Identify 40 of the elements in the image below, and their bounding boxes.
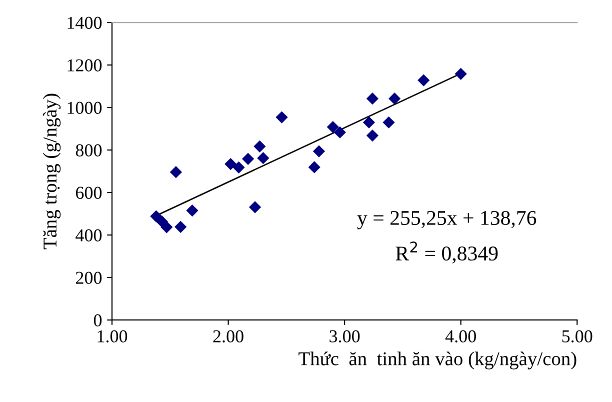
point xyxy=(150,210,162,222)
annotation: R$^{2}$ = 0,8349 xyxy=(396,242,498,264)
x-tick-label: 3.00 xyxy=(330,330,360,342)
point xyxy=(382,116,395,128)
point xyxy=(248,201,262,214)
point xyxy=(326,121,339,134)
point xyxy=(334,126,346,138)
y-axis-title: Tăng trọng (g/ngày) xyxy=(42,94,61,250)
point xyxy=(388,92,401,105)
point xyxy=(454,68,467,80)
point xyxy=(418,74,430,86)
y-tick-label: 0 xyxy=(94,314,102,326)
point xyxy=(242,152,254,165)
point xyxy=(174,220,187,233)
x-tick-label: 1.00 xyxy=(98,330,128,342)
annotation: y = 255,25x + 138,76 xyxy=(357,210,536,230)
point xyxy=(366,130,379,142)
x-tick-label: 4.00 xyxy=(445,330,476,342)
point xyxy=(160,221,173,234)
point xyxy=(186,204,198,217)
y-tick-label: 1000 xyxy=(68,102,102,114)
point xyxy=(308,161,320,174)
y-tick-label: 800 xyxy=(76,144,102,156)
point xyxy=(254,140,266,152)
point xyxy=(362,116,376,128)
x-tick-label: 5.00 xyxy=(562,330,592,342)
y-tick-label: 600 xyxy=(76,186,102,199)
x-axis-title: Thức ăn tinh ăn vào (kg/ngày/con) xyxy=(298,352,576,370)
point xyxy=(312,145,326,158)
y-tick-label: 200 xyxy=(76,272,102,284)
point xyxy=(366,92,379,105)
point xyxy=(224,158,237,170)
y-tick-label: 1200 xyxy=(68,59,102,72)
point xyxy=(276,111,288,124)
x-tick-label: 2.00 xyxy=(213,330,244,342)
point xyxy=(170,166,182,178)
y-tick-label: 1400 xyxy=(68,16,102,29)
point xyxy=(257,152,270,164)
y-tick-label: 400 xyxy=(76,229,102,242)
point xyxy=(232,161,245,174)
